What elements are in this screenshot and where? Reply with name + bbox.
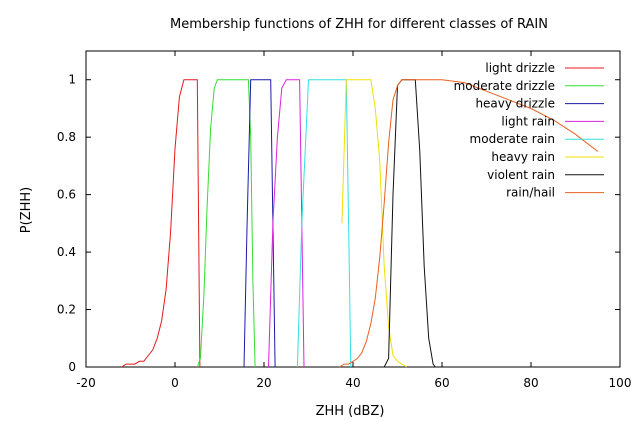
legend: light drizzle moderate drizzle heavy drizz… [454, 61, 604, 200]
y-axis-label: P(ZHH) [19, 187, 34, 233]
legend-label-violent-rain: violent rain [487, 168, 555, 182]
series-line-rain-hail [339, 79, 599, 368]
legend-label-light-rain: light rain [501, 114, 555, 128]
legend-label-heavy-drizzle: heavy drizzle [475, 97, 555, 111]
series-line-moderate-drizzle [196, 79, 256, 368]
x-tick-label: 80 [523, 376, 538, 390]
y-tick-label: 0.2 [57, 303, 76, 317]
x-tick-label: 0 [171, 376, 179, 390]
series-line-heavy-rain [341, 79, 407, 368]
series-line-light-drizzle [121, 79, 201, 368]
legend-label-moderate-drizzle: moderate drizzle [454, 79, 555, 93]
x-tick-label: 60 [434, 376, 449, 390]
series-layer [121, 79, 599, 368]
series-line-light-rain [268, 79, 305, 368]
x-axis-label: ZHH (dBZ) [316, 404, 385, 419]
series-line-moderate-rain [296, 79, 352, 368]
chart-title: Membership functions of ZHH for differen… [170, 17, 548, 32]
y-tick-label: 0.4 [57, 245, 76, 259]
x-tick-label: 20 [256, 376, 271, 390]
series-line-violent-rain [383, 79, 436, 368]
y-tick-label: 1 [68, 73, 76, 87]
legend-label-light-drizzle: light drizzle [485, 61, 555, 75]
x-tick-label: -20 [76, 376, 96, 390]
x-tick-label: 40 [345, 376, 360, 390]
y-tick-label: 0 [68, 360, 76, 374]
legend-label-heavy-rain: heavy rain [491, 150, 555, 164]
legend-label-rain-hail: rain/hail [506, 186, 555, 200]
series-line-heavy-drizzle [243, 79, 276, 368]
legend-label-moderate-rain: moderate rain [470, 132, 555, 146]
x-tick-label: 100 [609, 376, 632, 390]
y-tick-label: 0.6 [57, 188, 76, 202]
y-tick-label: 0.8 [57, 130, 76, 144]
